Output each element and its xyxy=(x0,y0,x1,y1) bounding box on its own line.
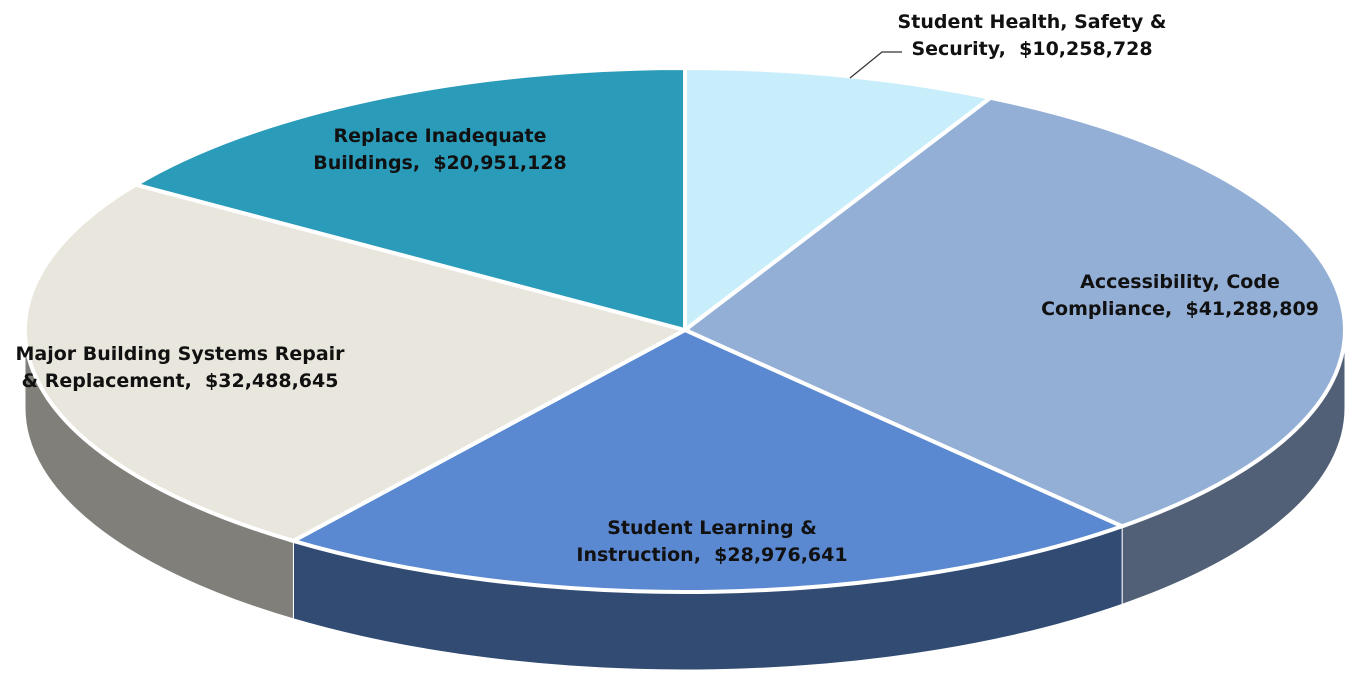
slice-label: Student Learning & Instruction, $28,976,… xyxy=(547,515,877,569)
value-label: $28,976,641 xyxy=(714,544,848,566)
value-label: $10,258,728 xyxy=(1019,38,1153,60)
category-label: Student Learning & Instruction, xyxy=(576,517,817,566)
slice-label: Accessibility, Code Compliance, $41,288,… xyxy=(1030,269,1330,323)
leader-line xyxy=(849,51,902,79)
slice xyxy=(681,95,1347,529)
value-label: $32,488,645 xyxy=(205,370,339,392)
slice-label: Replace Inadequate Buildings, $20,951,12… xyxy=(290,123,590,177)
slice xyxy=(683,65,996,335)
slice xyxy=(130,65,687,333)
category-label: Accessibility, Code Compliance, xyxy=(1041,271,1280,320)
category-label: Major Building Systems Repair & Replacem… xyxy=(15,343,345,392)
slice-label: Student Health, Safety & Security, $10,2… xyxy=(882,9,1182,63)
slice-label: Major Building Systems Repair & Replacem… xyxy=(15,341,345,395)
category-label: Student Health, Safety & Security, xyxy=(897,11,1167,60)
value-label: $20,951,128 xyxy=(433,152,567,174)
slice xyxy=(23,182,691,544)
value-label: $41,288,809 xyxy=(1185,298,1319,320)
slice xyxy=(288,327,1128,594)
category-label: Replace Inadequate Buildings, xyxy=(313,125,547,174)
